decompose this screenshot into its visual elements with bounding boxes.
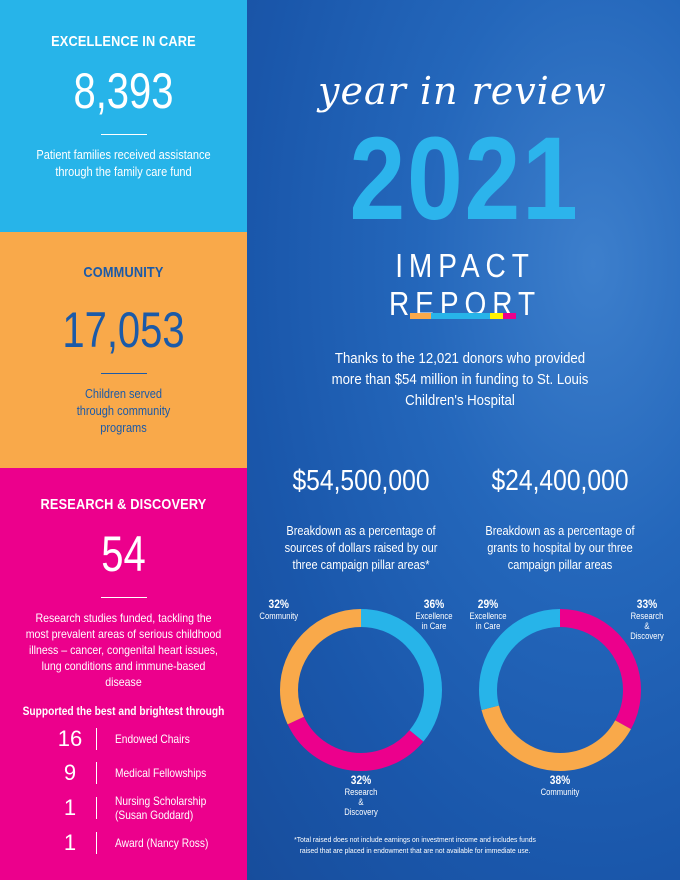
- chart2-title: $24,400,000: [491, 465, 629, 497]
- label-community: 32% Community: [259, 597, 299, 622]
- stat-item: 16 Endowed Chairs: [50, 726, 247, 752]
- donut-slice-research-discovery: [280, 609, 442, 771]
- stat-item: 1 Nursing Scholarship (Susan Goddard): [50, 794, 247, 822]
- panel-desc: Patient families received assistance thr…: [36, 148, 211, 179]
- divider: [100, 134, 147, 135]
- panel-subtitle: Supported the best and brightest through: [22, 704, 225, 718]
- stat-label: Nursing Scholarship (Susan Goddard): [115, 794, 207, 822]
- label-community: 38% Community: [540, 773, 580, 798]
- stat-label: Endowed Chairs: [115, 732, 190, 746]
- chart1-title: $54,500,000: [292, 465, 430, 497]
- panel-title: RESEARCH & DISCOVERY: [40, 496, 207, 513]
- stats-list: 16 Endowed Chairs 9 Medical Fellowships 1 Nur…: [0, 726, 247, 856]
- panel-value: 17,053: [62, 302, 185, 358]
- panel-value: 54: [101, 526, 146, 582]
- chart1-subtitle: Breakdown as a percentage of sources of …: [284, 524, 438, 572]
- year: 2021: [349, 113, 580, 245]
- label-excellence: 29% Excellence in Care: [469, 597, 507, 632]
- stat-label: Medical Fellowships: [115, 766, 207, 780]
- panel-desc: Research studies funded, tackling the mo…: [25, 611, 222, 689]
- color-bar-yellow: [490, 313, 503, 319]
- stat-item: 9 Medical Fellowships: [50, 760, 247, 786]
- donut-chart-grants: [479, 609, 641, 771]
- label-research: 32% Research & Discovery: [344, 773, 378, 818]
- color-bar-orange: [410, 313, 431, 319]
- script-title: year in review: [318, 69, 607, 113]
- research-panel: RESEARCH & DISCOVERY 54 Research studies…: [0, 468, 247, 880]
- stat-number: 1: [63, 795, 77, 820]
- color-bar-pink: [503, 313, 516, 319]
- thanks-text: Thanks to the 12,021 donors who provided…: [331, 350, 589, 409]
- report-title: IMPACT REPORT: [388, 247, 542, 322]
- panel-title: EXCELLENCE IN CARE: [51, 33, 196, 50]
- donut-slice-excellence-in-care: [479, 609, 641, 771]
- color-bar-blue: [431, 313, 490, 319]
- stat-number: 16: [57, 726, 83, 751]
- divider: [96, 762, 97, 784]
- chart2-subtitle: Breakdown as a percentage of grants to h…: [485, 524, 635, 572]
- stat-item: 1 Award (Nancy Ross): [50, 830, 247, 856]
- panel-value: 8,393: [73, 63, 174, 119]
- divider: [96, 832, 97, 854]
- stat-label: Award (Nancy Ross): [115, 836, 209, 850]
- label-excellence: 36% Excellence in Care: [415, 597, 453, 632]
- panel-title: COMMUNITY: [83, 264, 164, 281]
- donut-slice-community: [479, 609, 641, 771]
- divider: [96, 728, 97, 750]
- stat-number: 9: [63, 760, 77, 785]
- stat-number: 1: [63, 830, 77, 855]
- excellence-panel: EXCELLENCE IN CARE 8,393 Patient familie…: [0, 0, 247, 232]
- panel-desc: Children served through community progra…: [76, 387, 171, 435]
- divider: [100, 373, 147, 374]
- donut-slice-community: [280, 609, 442, 771]
- divider: [96, 797, 97, 819]
- community-panel: COMMUNITY 17,053 Children served through…: [0, 232, 247, 468]
- donut-chart-sources: [280, 609, 442, 771]
- divider: [100, 597, 147, 598]
- footnote: *Total raised does not include earnings …: [294, 835, 536, 855]
- label-research: 33% Research & Discovery: [630, 597, 664, 642]
